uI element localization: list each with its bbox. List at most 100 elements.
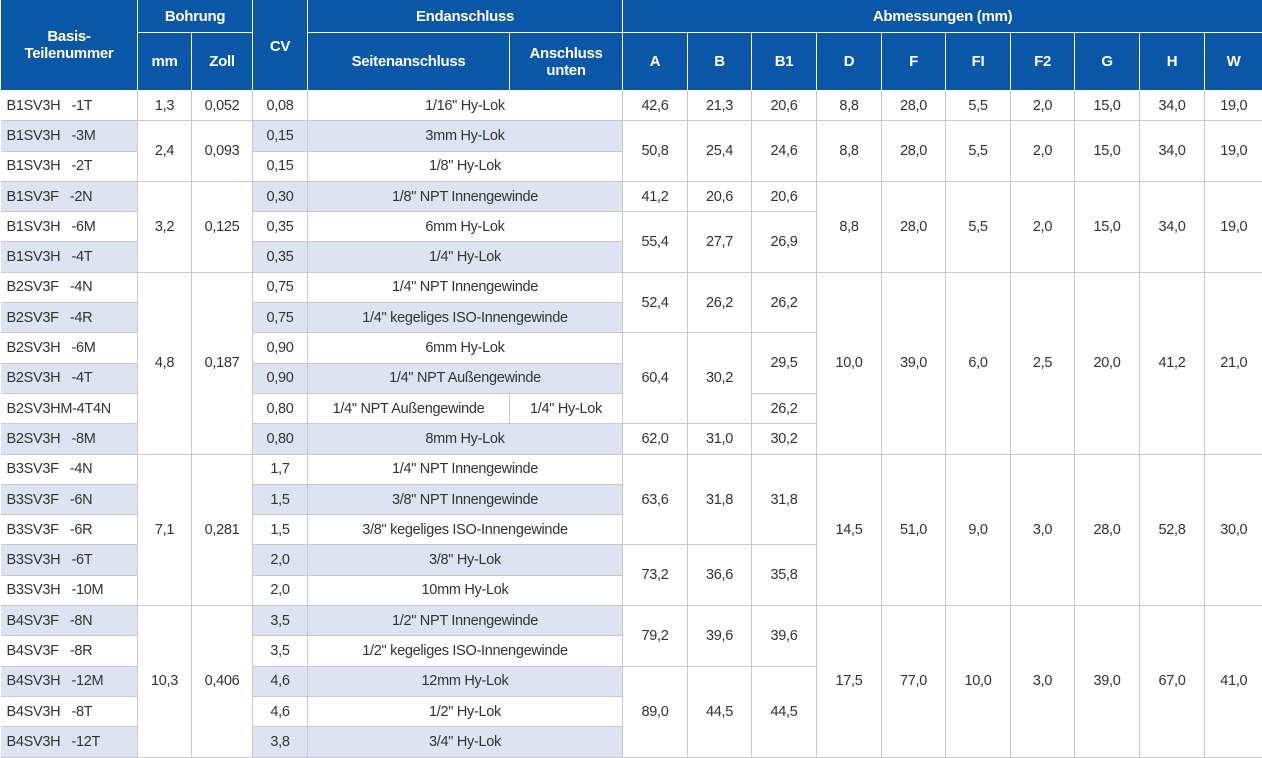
dim-w: 19,0 (1205, 121, 1262, 182)
header-dim-a: A (623, 33, 688, 91)
dim-d: 8,8 (817, 91, 882, 121)
cv-value: 0,80 (253, 393, 308, 423)
dim-b1: 30,2 (752, 424, 817, 454)
cv-value: 2,0 (253, 545, 308, 575)
dim-b1: 39,6 (752, 606, 817, 667)
bore-inch: 0,187 (192, 272, 253, 454)
header-bore-inch: Zoll (192, 33, 253, 91)
header-dim-h: H (1140, 33, 1205, 91)
dim-a: 41,2 (623, 181, 688, 211)
dim-a: 62,0 (623, 424, 688, 454)
side-connection: 8mm Hy-Lok (308, 424, 623, 454)
cv-value: 0,35 (253, 242, 308, 272)
dim-g: 28,0 (1075, 454, 1140, 605)
dim-b: 39,6 (688, 606, 752, 667)
cv-value: 0,90 (253, 333, 308, 363)
bore-mm: 1,3 (138, 91, 192, 121)
part-number: B2SV3H -6M (1, 333, 138, 363)
dim-g: 15,0 (1075, 121, 1140, 182)
side-connection: 1/2" Hy-Lok (308, 696, 623, 726)
side-connection: 10mm Hy-Lok (308, 575, 623, 605)
dim-h: 67,0 (1140, 606, 1205, 757)
part-number: B3SV3F -4N (1, 454, 138, 484)
bore-mm: 3,2 (138, 181, 192, 272)
cv-value: 0,80 (253, 424, 308, 454)
cv-value: 1,5 (253, 484, 308, 514)
header-side-connection: Seitenanschluss (308, 33, 510, 91)
dim-a: 63,6 (623, 454, 688, 545)
dim-fi: 5,5 (946, 121, 1011, 182)
header-part-number: Basis- Teilenummer (1, 0, 138, 91)
side-connection: 3/8" NPT Innengewinde (308, 484, 623, 514)
part-number: B1SV3H -4T (1, 242, 138, 272)
dim-b1: 24,6 (752, 121, 817, 182)
dim-b: 26,2 (688, 272, 752, 333)
cv-value: 0,35 (253, 212, 308, 242)
dim-fi: 5,5 (946, 181, 1011, 272)
dim-b1: 31,8 (752, 454, 817, 545)
dim-w: 30,0 (1205, 454, 1262, 605)
side-connection: 3/4" Hy-Lok (308, 727, 623, 757)
dim-g: 39,0 (1075, 606, 1140, 757)
header-bore-mm: mm (138, 33, 192, 91)
side-connection: 12mm Hy-Lok (308, 666, 623, 696)
side-connection: 1/2" NPT Innengewinde (308, 606, 623, 636)
part-number: B3SV3H -10M (1, 575, 138, 605)
header-dim-g: G (1075, 33, 1140, 91)
dim-b: 31,0 (688, 424, 752, 454)
dim-f: 28,0 (882, 91, 946, 121)
cv-value: 0,75 (253, 272, 308, 302)
side-connection: 1/8" NPT Innengewinde (308, 181, 623, 211)
header-bottom-connection: Anschluss unten (510, 33, 623, 91)
bore-mm: 2,4 (138, 121, 192, 182)
bore-inch: 0,093 (192, 121, 253, 182)
header-bore: Bohrung (138, 0, 253, 33)
cv-value: 0,90 (253, 363, 308, 393)
dim-h: 34,0 (1140, 91, 1205, 121)
cv-value: 0,75 (253, 303, 308, 333)
part-number: B1SV3H -2T (1, 151, 138, 181)
bore-mm: 4,8 (138, 272, 192, 454)
dim-f2: 2,0 (1011, 121, 1075, 182)
dim-f2: 2,0 (1011, 181, 1075, 272)
bottom-connection: 1/4" Hy-Lok (510, 393, 623, 423)
side-connection: 3/8" kegeliges ISO-Innengewinde (308, 515, 623, 545)
dim-h: 41,2 (1140, 272, 1205, 454)
part-number: B3SV3H -6T (1, 545, 138, 575)
dim-f2: 2,5 (1011, 272, 1075, 454)
header-dim-b: B (688, 33, 752, 91)
cv-value: 1,5 (253, 515, 308, 545)
dim-fi: 5,5 (946, 91, 1011, 121)
dim-f: 28,0 (882, 181, 946, 272)
header-end-connection: Endanschluss (308, 0, 623, 33)
dim-b1: 20,6 (752, 91, 817, 121)
bore-inch: 0,406 (192, 606, 253, 757)
part-number: B3SV3F -6N (1, 484, 138, 514)
dim-a: 89,0 (623, 666, 688, 757)
dim-d: 8,8 (817, 181, 882, 272)
dim-f2: 2,0 (1011, 91, 1075, 121)
part-number: B1SV3H -6M (1, 212, 138, 242)
part-number: B1SV3H -1T (1, 91, 138, 121)
dim-f2: 3,0 (1011, 606, 1075, 757)
part-number: B2SV3F -4R (1, 303, 138, 333)
part-number: B4SV3H -8T (1, 696, 138, 726)
cv-value: 1,7 (253, 454, 308, 484)
side-connection: 1/4" NPT Innengewinde (308, 454, 623, 484)
dim-h: 34,0 (1140, 181, 1205, 272)
dim-fi: 10,0 (946, 606, 1011, 757)
dim-a: 73,2 (623, 545, 688, 606)
dim-b: 44,5 (688, 666, 752, 757)
part-number: B2SV3HM-4T4N (1, 393, 138, 423)
dim-b1: 29,5 (752, 333, 817, 394)
side-connection: 1/4" NPT Außengewinde (308, 363, 623, 393)
dim-d: 17,5 (817, 606, 882, 757)
dim-b1: 20,6 (752, 181, 817, 211)
part-number: B4SV3F -8R (1, 636, 138, 666)
dim-b: 21,3 (688, 91, 752, 121)
